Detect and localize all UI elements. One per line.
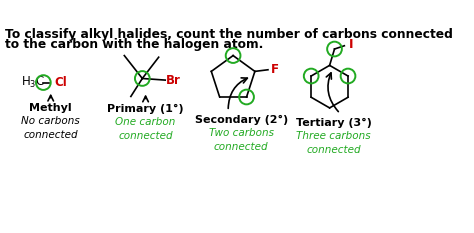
Text: F: F (271, 63, 279, 76)
Text: To classify alkyl halides, count the number of carbons connected: To classify alkyl halides, count the num… (5, 28, 453, 41)
Text: Methyl: Methyl (29, 103, 72, 113)
Text: Br: Br (166, 74, 181, 87)
Text: Three carbons
connected: Three carbons connected (296, 131, 371, 155)
Text: One carbon
connected: One carbon connected (115, 117, 176, 141)
Text: Secondary (2°): Secondary (2°) (195, 115, 288, 125)
Text: Primary (1°): Primary (1°) (107, 104, 184, 114)
Text: Cl: Cl (54, 76, 67, 89)
Text: No carbons
connected: No carbons connected (21, 116, 80, 140)
Text: Two carbons
connected: Two carbons connected (209, 128, 274, 152)
Text: H$_3$C: H$_3$C (21, 75, 45, 90)
Text: I: I (348, 38, 353, 51)
Text: Tertiary (3°): Tertiary (3°) (296, 118, 372, 128)
Text: to the carbon with the halogen atom.: to the carbon with the halogen atom. (5, 38, 263, 51)
